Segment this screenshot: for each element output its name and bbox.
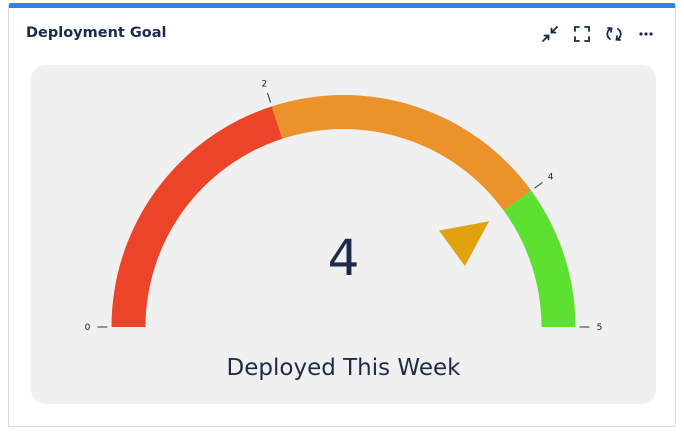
more-options-icon[interactable] (637, 25, 655, 43)
gauge-band-2 (503, 190, 576, 327)
gauge-tick-label: 0 (85, 323, 91, 333)
collapse-icon[interactable] (541, 25, 559, 43)
widget-accent-bar (9, 3, 675, 8)
gauge-tick-label: 5 (597, 323, 603, 333)
gauge-band-1 (271, 95, 532, 211)
refresh-icon[interactable] (605, 25, 623, 43)
gauge-band-0 (111, 106, 283, 327)
widget-title: Deployment Goal (26, 25, 167, 41)
gauge-tick-label: 4 (548, 173, 554, 183)
widget-toolbar (541, 25, 655, 43)
gauge-caption: Deployed This Week (227, 355, 462, 381)
gauge-widget-card: Deployment Goal (8, 3, 676, 427)
gauge-chart: 0 2 4 5 4 Deployed This Week (85, 80, 603, 381)
fullscreen-icon[interactable] (573, 25, 591, 43)
gauge-pointer (438, 221, 490, 267)
gauge-tick-mark (534, 182, 543, 189)
gauge-value: 4 (328, 229, 360, 287)
gauge-tick-label: 2 (262, 80, 268, 90)
gauge-panel: 0 2 4 5 4 Deployed This Week (31, 65, 656, 404)
gauge-tick-mark (267, 92, 272, 103)
